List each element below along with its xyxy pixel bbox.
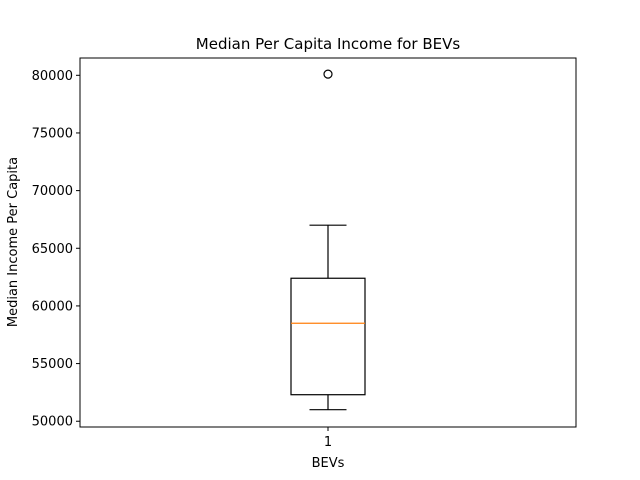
y-axis-label: Median Income Per Capita [6,157,21,327]
y-tick-label: 55000 [32,357,73,372]
box-series [290,69,366,411]
x-tick-label: 1 [324,435,332,450]
iqr-box [290,277,366,396]
chart-title: Median Per Capita Income for BEVs [196,35,461,53]
x-axis-label: BEVs [312,456,345,471]
y-tick-label: 70000 [32,184,73,199]
y-tick-label: 60000 [32,299,73,314]
x-axis: 1 [324,427,332,450]
outlier-point [323,69,333,79]
y-tick-label: 50000 [32,415,73,430]
y-tick-label: 80000 [32,69,73,84]
y-tick-label: 65000 [32,242,73,257]
y-tick-label: 75000 [32,126,73,141]
y-axis: 50000 55000 60000 65000 70000 75000 80000 [32,69,80,430]
